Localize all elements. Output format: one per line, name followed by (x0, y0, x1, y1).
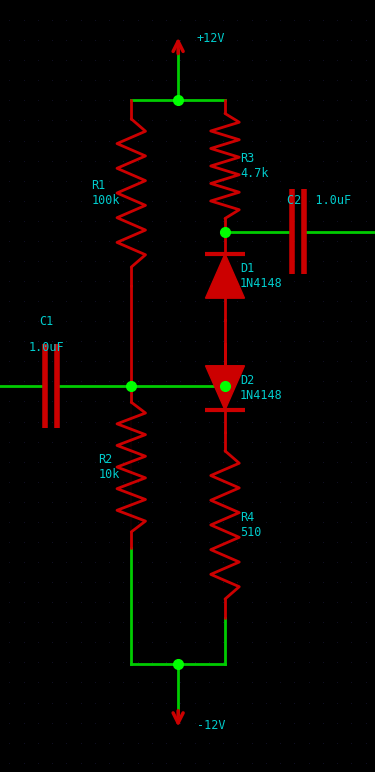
Text: R4
510: R4 510 (240, 511, 261, 539)
Text: -12V: -12V (197, 720, 225, 732)
Text: C2  1.0uF: C2 1.0uF (287, 194, 351, 207)
Text: R2
10k: R2 10k (99, 453, 120, 481)
Text: C1: C1 (40, 315, 54, 328)
Polygon shape (206, 254, 245, 298)
Text: 1.0uF: 1.0uF (29, 340, 64, 354)
Text: +12V: +12V (197, 32, 225, 45)
Text: R1
100k: R1 100k (92, 179, 120, 207)
Polygon shape (206, 366, 245, 410)
Text: D2
1N4148: D2 1N4148 (240, 374, 283, 402)
Text: R3
4.7k: R3 4.7k (240, 152, 268, 180)
Text: D1
1N4148: D1 1N4148 (240, 262, 283, 290)
